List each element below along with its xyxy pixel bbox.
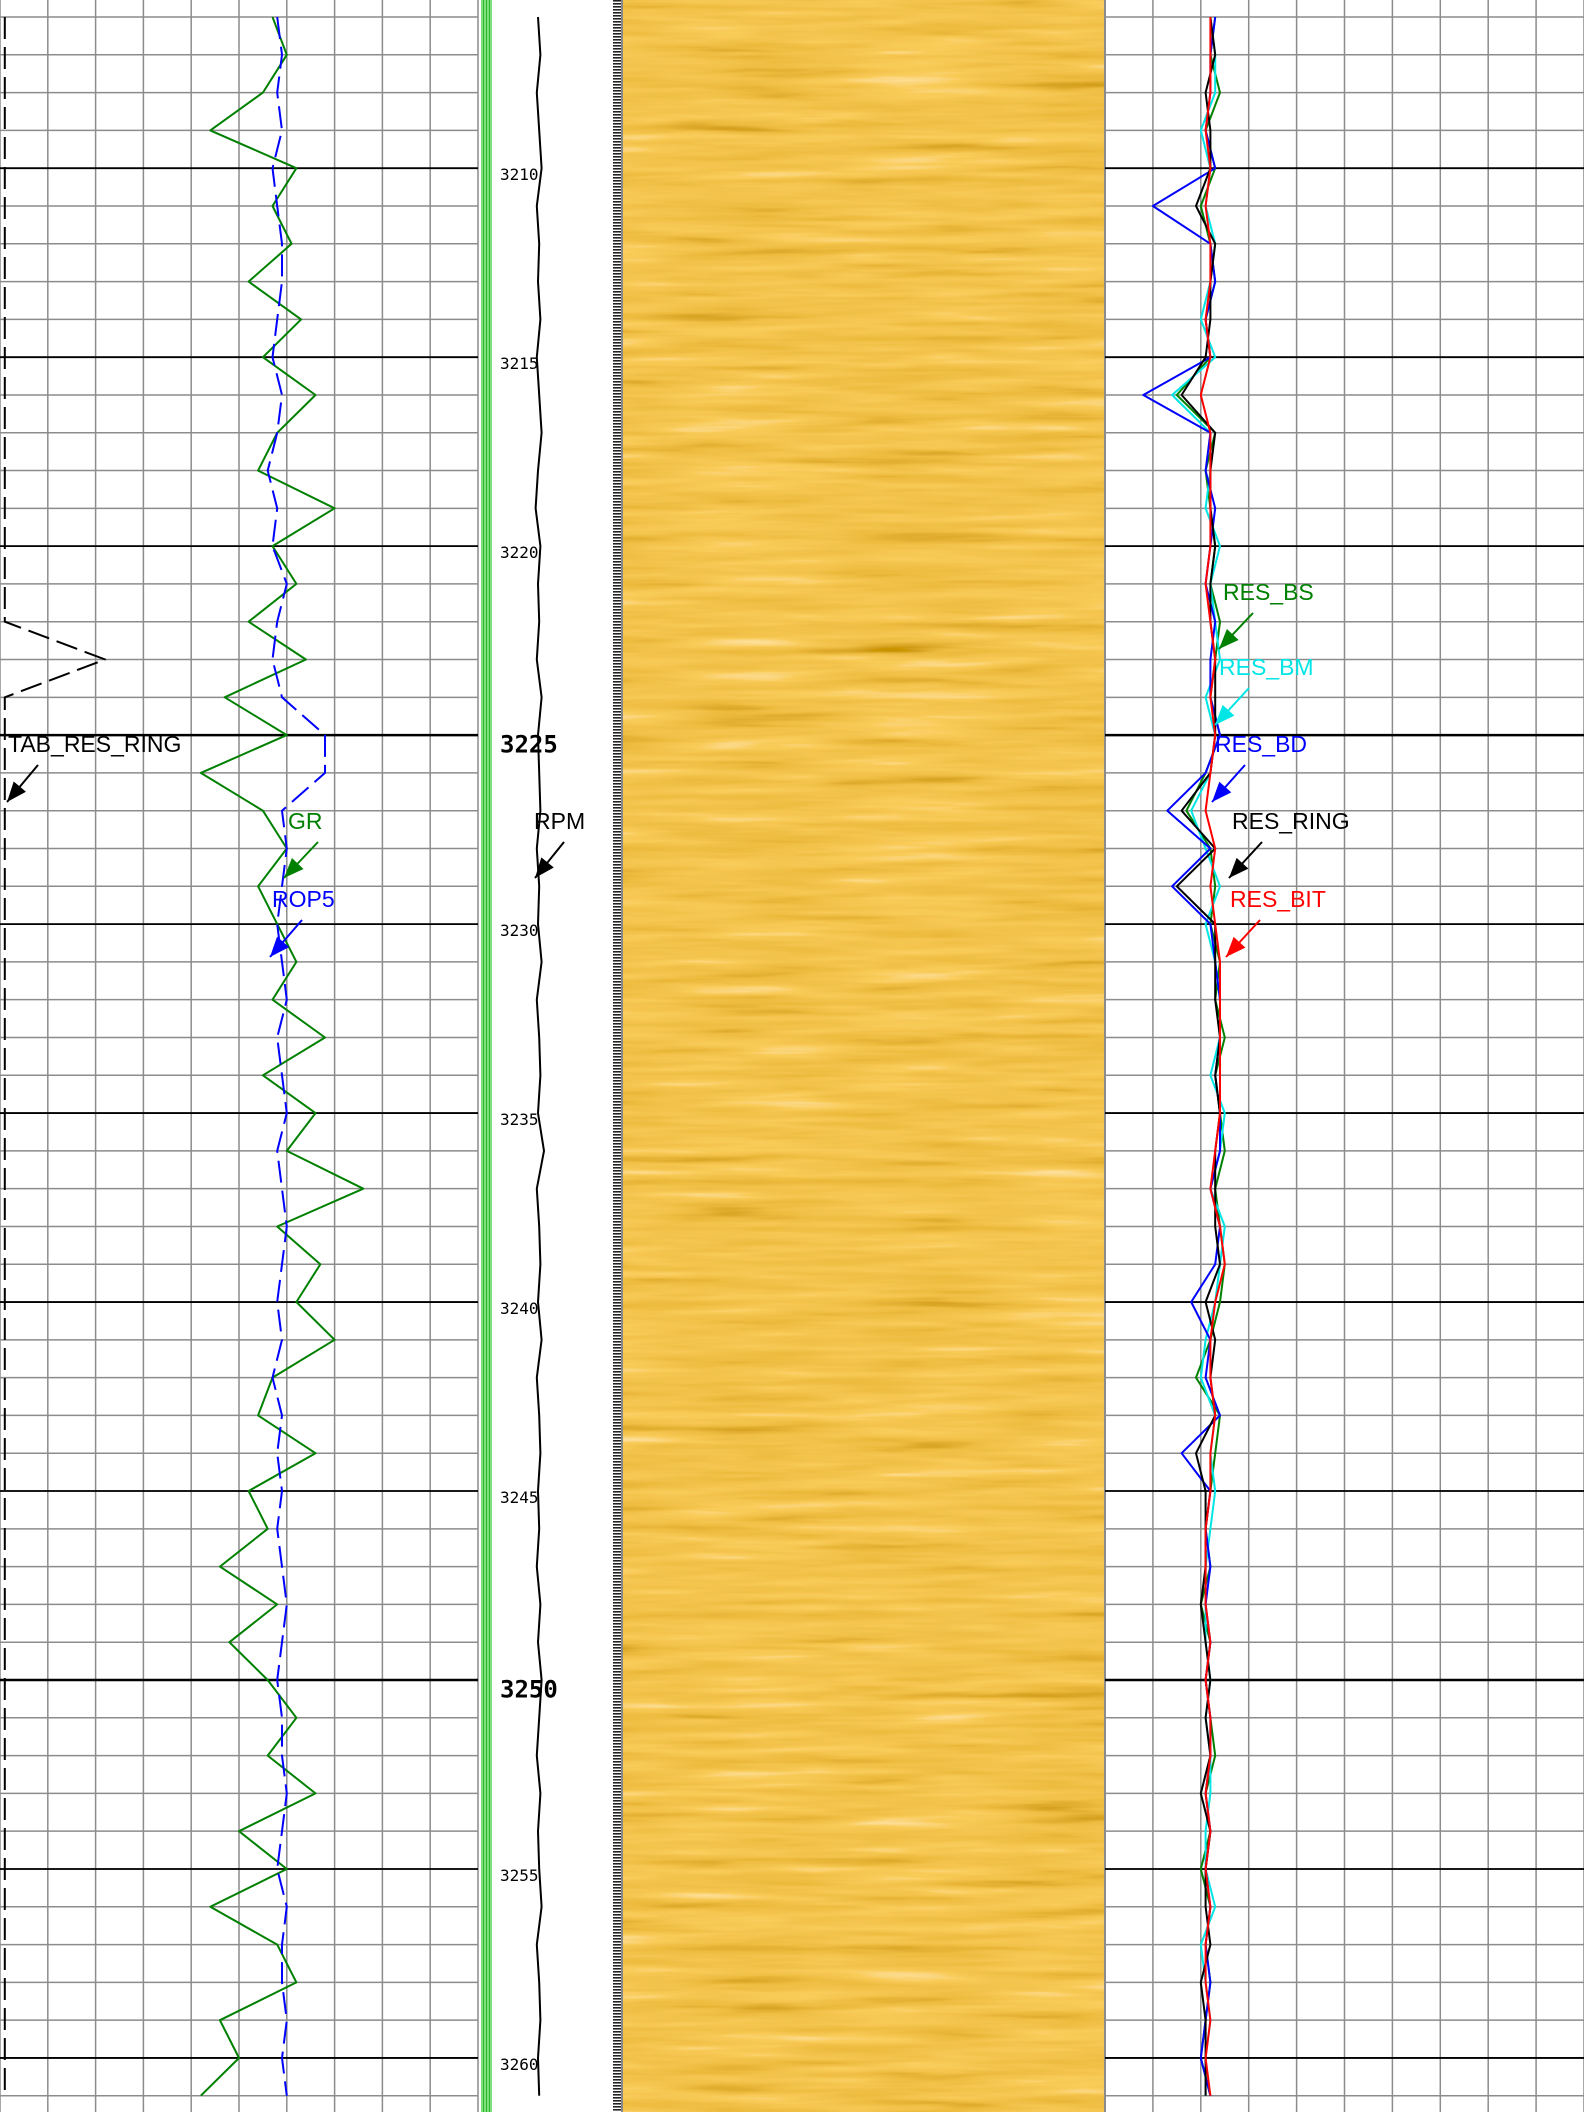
depth-label: 3235 xyxy=(500,1110,539,1129)
curve-label: RES_BD xyxy=(1215,731,1307,757)
depth-label: 3250 xyxy=(500,1676,558,1704)
depth-label: 3230 xyxy=(500,921,539,940)
arrow-head xyxy=(7,781,26,802)
curve-label: GR xyxy=(288,808,323,834)
curve-label: RES_RING xyxy=(1232,808,1350,834)
arrow-head xyxy=(1226,936,1246,957)
curve-label: RES_BM xyxy=(1219,654,1314,680)
depth-label: 3255 xyxy=(500,1866,539,1885)
curve xyxy=(1199,17,1226,2096)
curve xyxy=(266,16,326,2096)
labels: GR ROP5 TAB_RES_RING 3210 3215 3220 3225 3230 32… xyxy=(6,165,1350,2074)
depth-label: 3220 xyxy=(500,543,539,562)
hatch-strip xyxy=(613,0,622,2112)
arrow-head xyxy=(1212,781,1232,802)
curves xyxy=(3,16,1226,2097)
curve-label: TAB_RES_RING xyxy=(8,731,181,757)
curve-label: RES_BS xyxy=(1223,579,1314,605)
image-track xyxy=(622,0,1105,2112)
depth-label: 3210 xyxy=(500,165,539,184)
curve-label: ROP5 xyxy=(272,886,335,912)
arrow-head xyxy=(1215,704,1235,725)
arrow-head xyxy=(1219,628,1239,649)
depth-label: 3260 xyxy=(500,2055,539,2074)
curve xyxy=(3,17,107,2096)
depth-label: 3215 xyxy=(500,354,539,373)
arrow-head xyxy=(1229,857,1249,878)
depth-label: 3245 xyxy=(500,1488,539,1507)
arrow-head xyxy=(270,936,290,957)
green-strip xyxy=(481,0,492,2112)
curve xyxy=(199,16,365,2097)
curve-label: RPM xyxy=(534,808,585,834)
arrow-head xyxy=(535,857,554,878)
curve xyxy=(534,16,545,2096)
curve-label: RES_BIT xyxy=(1230,886,1326,912)
depth-label: 3240 xyxy=(500,1299,539,1318)
depth-label: 3225 xyxy=(500,731,558,759)
arrow-head xyxy=(284,857,304,878)
